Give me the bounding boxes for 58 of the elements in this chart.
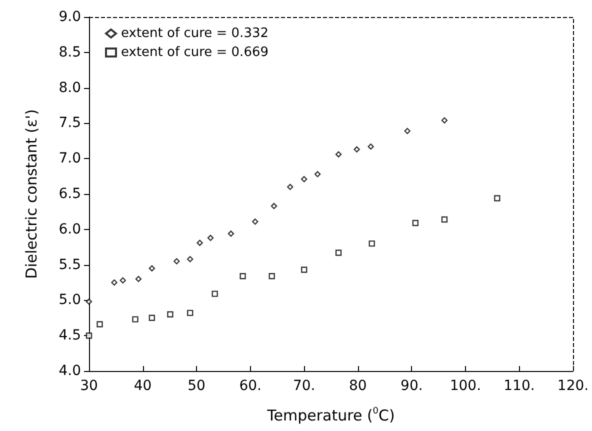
y-tick-label: 7.0 xyxy=(58,150,81,167)
point xyxy=(240,273,246,280)
point xyxy=(368,240,375,247)
point xyxy=(187,256,194,262)
point xyxy=(268,273,275,280)
point xyxy=(132,316,138,322)
x-tick-label: 50 xyxy=(188,378,206,394)
y-tick-label: 4.0 xyxy=(58,363,81,379)
y-tick-label: 5.5 xyxy=(58,256,81,273)
x-tick-label: 120. xyxy=(557,378,589,394)
y-axis-title: Dielectric constant (ε') xyxy=(22,109,40,279)
point xyxy=(228,230,234,237)
point xyxy=(301,176,308,182)
point xyxy=(301,266,308,273)
y-tick-label: 9.0 xyxy=(58,9,81,25)
x-tick-label: 80 xyxy=(348,378,367,394)
x-tick-label: 100. xyxy=(450,378,482,394)
x-tick-label: 30 xyxy=(80,378,98,394)
point xyxy=(287,184,294,190)
x-tick-label: 110. xyxy=(504,378,535,394)
point xyxy=(196,240,203,246)
point xyxy=(494,195,500,202)
point xyxy=(135,276,142,282)
point xyxy=(148,265,156,272)
point xyxy=(86,298,92,305)
point xyxy=(252,218,258,225)
point xyxy=(441,117,448,124)
point xyxy=(404,128,410,134)
x-tick-label: 90. xyxy=(400,378,423,394)
legend-label: extent of cure = 0.669 xyxy=(121,45,269,60)
point xyxy=(167,311,174,318)
y-tick-label: 8.0 xyxy=(58,80,81,96)
point xyxy=(412,220,419,226)
point xyxy=(174,258,180,264)
y-tick-label: 7.5 xyxy=(58,115,81,132)
point xyxy=(187,310,194,316)
x-tick-label: 70. xyxy=(292,378,316,394)
point xyxy=(120,277,126,284)
y-tick-label: 5.0 xyxy=(58,292,81,308)
x-tick-label: 40 xyxy=(134,378,152,394)
y-tick-label: 6.0 xyxy=(58,221,81,238)
point xyxy=(270,202,278,210)
y-tick-label: 6.5 xyxy=(58,186,81,202)
point xyxy=(212,290,218,297)
point xyxy=(96,321,103,328)
point xyxy=(207,234,214,241)
legend-label: extent of cure = 0.332 xyxy=(121,26,269,41)
y-tick-label: 4.5 xyxy=(58,328,81,344)
point xyxy=(86,332,92,339)
point xyxy=(354,146,360,152)
point xyxy=(314,171,321,178)
point xyxy=(441,216,448,223)
point xyxy=(148,314,156,321)
x-tick-label: 60. xyxy=(239,378,262,394)
point xyxy=(335,250,342,256)
point xyxy=(335,151,342,158)
y-tick-label: 8.5 xyxy=(58,44,81,60)
point xyxy=(368,143,374,150)
